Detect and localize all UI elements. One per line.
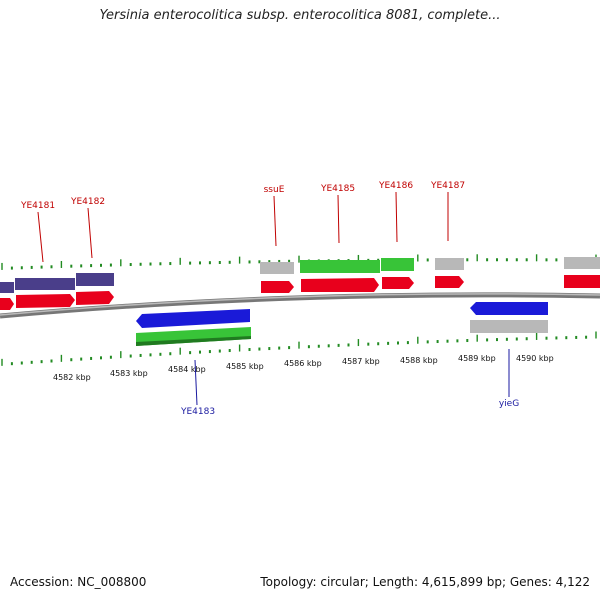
scale-label: 4587 kbp (342, 357, 380, 366)
scale-label: 4584 kbp (168, 365, 206, 374)
gene-leader-line (395, 191, 398, 243)
reverse-features (136, 320, 548, 346)
gene-arrow-ssuE[interactable] (261, 281, 294, 293)
gene-label-ssuE[interactable]: ssuE (264, 185, 285, 195)
gene-arrow-8[interactable] (564, 275, 600, 288)
gene-label-YE4182[interactable]: YE4182 (70, 197, 105, 207)
feature-grey-ssuE[interactable] (260, 262, 294, 274)
gene-arrow-YE4181[interactable] (16, 294, 75, 308)
gene-arrow-yieG[interactable] (470, 302, 548, 315)
feature-green-2[interactable] (381, 258, 414, 271)
feature-purple-2[interactable] (15, 278, 75, 290)
scale-label: 4589 kbp (458, 354, 496, 363)
genome-summary: Topology: circular; Length: 4,615,899 bp… (260, 575, 590, 589)
genome-backbone (0, 292, 600, 319)
gene-arrow-YE4186[interactable] (382, 277, 414, 289)
scale-label: 4585 kbp (226, 362, 264, 371)
scale-label-layer: 4582 kbp 4583 kbp 4584 kbp 4585 kbp 4586 kbp… (53, 354, 554, 382)
feature-grey-2[interactable] (435, 258, 464, 270)
gene-label-YE4181[interactable]: YE4181 (20, 201, 55, 211)
feature-purple-1[interactable] (0, 282, 14, 293)
feature-green-YE4183-shade (136, 336, 251, 346)
scale-label: 4586 kbp (284, 359, 322, 368)
feature-grey-3[interactable] (564, 257, 600, 269)
gene-leader-line (194, 359, 198, 406)
gene-arrow-YE4185[interactable] (301, 278, 379, 292)
gene-leader-line (273, 195, 277, 247)
reverse-genes (136, 302, 548, 328)
feature-green-1[interactable] (300, 260, 380, 273)
gene-leader-line (337, 194, 340, 244)
feature-purple-3[interactable] (76, 273, 114, 286)
gene-label-YE4183[interactable]: YE4183 (180, 407, 215, 417)
map-title: Yersinia enterocolitica subsp. enterocol… (99, 8, 501, 23)
gene-arrow-YE4182[interactable] (76, 291, 114, 305)
gene-label-yieG[interactable]: yieG (499, 399, 519, 409)
gene-label-YE4185[interactable]: YE4185 (320, 184, 355, 194)
scale-label: 4590 kbp (516, 354, 554, 363)
forward-genes (0, 275, 600, 310)
scale-label: 4582 kbp (53, 373, 91, 382)
scale-label: 4583 kbp (110, 369, 148, 378)
gene-label-YE4186[interactable]: YE4186 (378, 181, 413, 191)
gene-leader-line (87, 207, 93, 259)
accession-label: Accession: NC_008800 (10, 575, 147, 589)
feature-grey-yieG[interactable] (470, 320, 548, 333)
gene-leader-line (37, 211, 44, 263)
gene-label-YE4187[interactable]: YE4187 (430, 181, 465, 191)
gene-arrow-YE4187[interactable] (435, 276, 464, 288)
gene-label-layer: YE4181 YE4182 ssuE YE4185 YE4186 YE4187 YE4183… (20, 181, 519, 417)
genome-backbone-highlight (0, 293, 600, 316)
scale-label: 4588 kbp (400, 356, 438, 365)
gene-arrow-YE4183[interactable] (136, 309, 250, 328)
forward-features (0, 257, 600, 293)
gene-arrow-1[interactable] (0, 298, 14, 310)
